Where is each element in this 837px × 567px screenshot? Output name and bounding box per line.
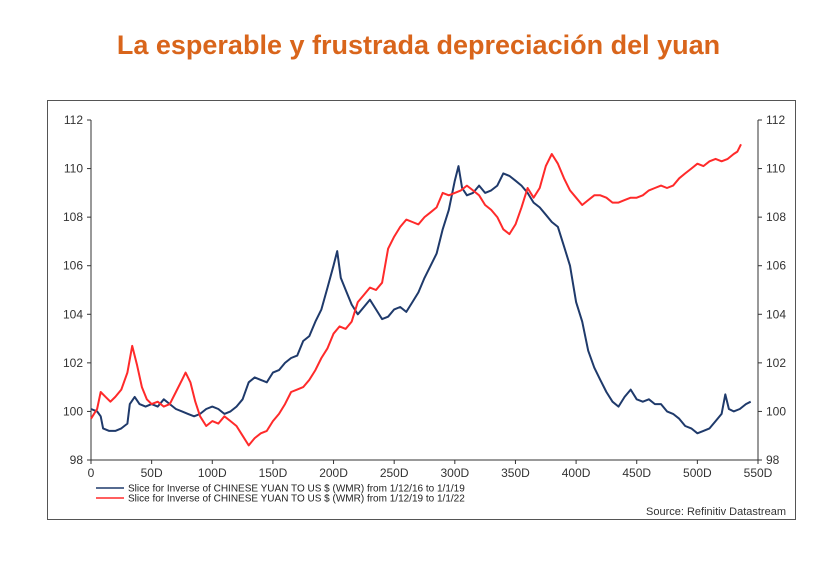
x-tick-label: 350D — [501, 466, 530, 480]
y-tick-label-right: 108 — [766, 210, 786, 224]
x-tick-label: 500D — [683, 466, 712, 480]
y-tick-label-left: 98 — [70, 453, 84, 467]
y-tick-label-left: 112 — [64, 113, 83, 127]
x-tick-label: 100D — [198, 466, 227, 480]
x-tick-label: 250D — [380, 466, 409, 480]
y-tick-label-right: 106 — [766, 259, 786, 273]
x-tick-label: 0 — [88, 466, 95, 480]
chart-frame — [47, 100, 796, 520]
y-tick-label-right: 110 — [766, 162, 785, 176]
y-tick-label-right: 100 — [766, 404, 786, 418]
y-tick-label-left: 106 — [63, 259, 83, 273]
y-tick-label-right: 102 — [766, 356, 786, 370]
x-tick-label: 450D — [622, 466, 651, 480]
y-tick-label-left: 100 — [63, 404, 83, 418]
y-tick-label-right: 98 — [766, 453, 780, 467]
y-tick-label-left: 108 — [63, 210, 83, 224]
source-note: Source: Refinitiv Datastream — [646, 506, 786, 518]
x-tick-label: 200D — [319, 466, 348, 480]
legend-label-2: Slice for Inverse of CHINESE YUAN TO US … — [128, 494, 465, 505]
legend-label-1: Slice for Inverse of CHINESE YUAN TO US … — [128, 484, 465, 495]
x-tick-label: 50D — [141, 466, 163, 480]
y-tick-label-left: 102 — [63, 356, 83, 370]
y-tick-label-left: 110 — [64, 162, 83, 176]
x-tick-label: 400D — [562, 466, 591, 480]
chart-title: La esperable y frustrada depreciación de… — [116, 30, 721, 60]
series-line-2 — [90, 143, 742, 447]
x-tick-label: 300D — [440, 466, 469, 480]
y-tick-label-right: 104 — [766, 307, 786, 321]
y-tick-label-right: 112 — [766, 113, 785, 127]
x-tick-label: 150D — [259, 466, 288, 480]
series-line-1 — [90, 165, 752, 435]
y-tick-label-left: 104 — [63, 307, 83, 321]
x-tick-label: 550D — [744, 466, 773, 480]
